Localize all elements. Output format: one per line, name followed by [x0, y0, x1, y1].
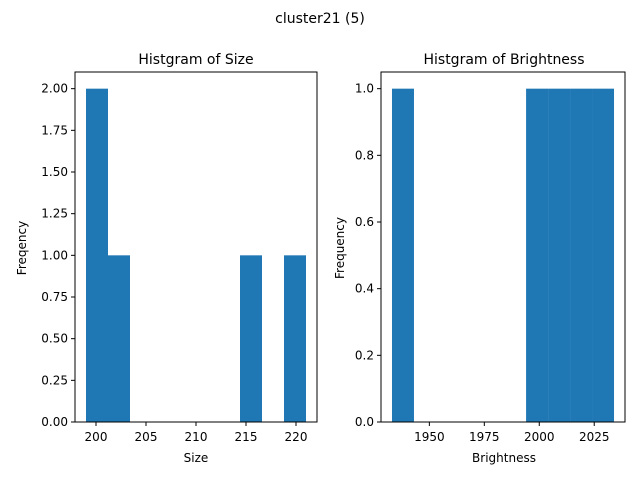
brightness-x-tick-label: 1975	[469, 430, 500, 444]
brightness-x-tick-label: 1950	[414, 430, 445, 444]
size-y-tick-label: 0.25	[41, 373, 68, 387]
brightness-histogram-bar	[570, 88, 593, 423]
size-x-tick-label: 205	[135, 430, 158, 444]
brightness-y-tick-label: 0.2	[355, 348, 374, 362]
size-y-tick-label: 1.75	[41, 123, 68, 137]
brightness-histogram-panel: Histgram of Brightness Brightness Freque…	[333, 52, 626, 465]
size-histogram-bar	[86, 88, 108, 423]
brightness-histogram-bar	[391, 88, 414, 423]
size-y-tick-label: 0.75	[41, 290, 68, 304]
brightness-y-tick-label: 0.0	[355, 415, 374, 429]
size-x-tick-label: 220	[285, 430, 308, 444]
size-histogram-bar	[284, 255, 306, 422]
size-x-tick-label: 215	[235, 430, 258, 444]
size-y-tick-label: 1.25	[41, 207, 68, 221]
size-y-tick-label: 1.50	[41, 165, 68, 179]
size-y-tick-label: 0.00	[41, 415, 68, 429]
brightness-histogram-bar	[592, 88, 615, 423]
size-x-tick-label: 210	[185, 430, 208, 444]
size-x-axis-label: Size	[184, 451, 209, 465]
size-y-axis-label: Freqency	[15, 221, 29, 275]
size-histogram-bar	[108, 255, 130, 422]
brightness-x-tick-label: 2025	[579, 430, 610, 444]
brightness-histogram-title: Histgram of Brightness	[423, 52, 584, 68]
brightness-axes-frame	[380, 71, 626, 423]
size-y-tick-label: 1.00	[41, 248, 68, 262]
size-y-tick-label: 0.50	[41, 332, 68, 346]
figure-suptitle: cluster21 (5)	[275, 11, 365, 27]
brightness-histogram-bar	[526, 88, 549, 423]
size-histogram-title: Histgram of Size	[138, 52, 253, 68]
brightness-y-tick-label: 0.4	[355, 282, 374, 296]
size-y-tick-label: 2.00	[41, 82, 68, 96]
brightness-y-tick-label: 0.6	[355, 215, 374, 229]
size-x-tick-label: 200	[85, 430, 108, 444]
brightness-y-axis-label: Frequency	[333, 217, 347, 279]
size-histogram-bar	[240, 255, 262, 422]
brightness-x-axis-label: Brightness	[472, 451, 536, 465]
brightness-y-tick-label: 1.0	[355, 82, 374, 96]
size-histogram-panel: Histgram of Size Size Freqency 200 205 210…	[15, 52, 318, 465]
brightness-histogram-bar	[548, 88, 571, 423]
brightness-x-tick-label: 2000	[524, 430, 555, 444]
brightness-y-tick-label: 0.8	[355, 148, 374, 162]
